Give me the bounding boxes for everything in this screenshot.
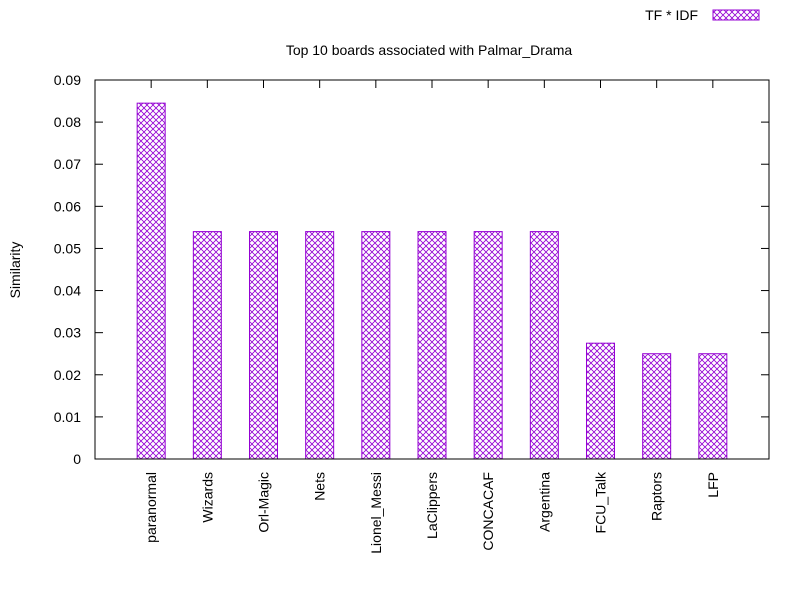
legend-label: TF * IDF (645, 7, 698, 23)
plot-frame (94, 79, 770, 460)
y-axis-label: Similarity (7, 242, 23, 299)
x-tick-label: paranormal (143, 472, 159, 543)
x-tick-label: Raptors (649, 472, 665, 521)
chart-title: Top 10 boards associated with Palmar_Dra… (286, 42, 573, 58)
bars (136, 102, 728, 460)
x-tick-label: Nets (312, 472, 328, 501)
x-tick-label: Wizards (199, 472, 215, 523)
bar-nets (305, 231, 335, 460)
x-tick-label: FCU_Talk (593, 471, 609, 533)
y-tick-label: 0.05 (54, 240, 81, 256)
bar-argentina (529, 231, 559, 460)
y-tick-label: 0.02 (54, 367, 81, 383)
bar-paranormal (136, 102, 166, 460)
y-tick-label: 0 (73, 451, 81, 467)
y-tick-label: 0.06 (54, 198, 81, 214)
y-tick-labels: 0 0.01 0.02 0.03 0.04 0.05 0.06 0.07 0.08 0.09 (54, 72, 81, 467)
x-tick-labels: paranormal Wizards Orl-Magic Nets Lionel_Mes… (143, 471, 721, 554)
legend-swatch (712, 9, 760, 21)
x-tick-label: LFP (705, 472, 721, 498)
bar-wizards (192, 231, 222, 460)
x-tick-label: Lionel_Messi (368, 472, 384, 554)
y-tick-label: 0.04 (54, 283, 81, 299)
bar-lfp (698, 353, 728, 460)
y-tick-label: 0.09 (54, 72, 81, 88)
bar-concacaf (473, 231, 503, 460)
bar-fcu-talk (586, 342, 615, 460)
y-tick-label: 0.08 (54, 114, 81, 130)
y-tick-label: 0.07 (54, 156, 81, 172)
legend: TF * IDF (645, 7, 760, 23)
bar-orl-magic (249, 231, 278, 460)
x-tick-label: Orl-Magic (256, 472, 272, 533)
bar-laclippers (417, 231, 447, 460)
bar-raptors (642, 353, 672, 460)
x-tick-label: LaClippers (424, 472, 440, 539)
x-tick-label: Argentina (536, 472, 552, 532)
y-tick-label: 0.01 (54, 409, 81, 425)
x-tick-label: CONCACAF (480, 472, 496, 551)
bar-lionel-messi (361, 231, 391, 460)
y-tick-label: 0.03 (54, 325, 81, 341)
